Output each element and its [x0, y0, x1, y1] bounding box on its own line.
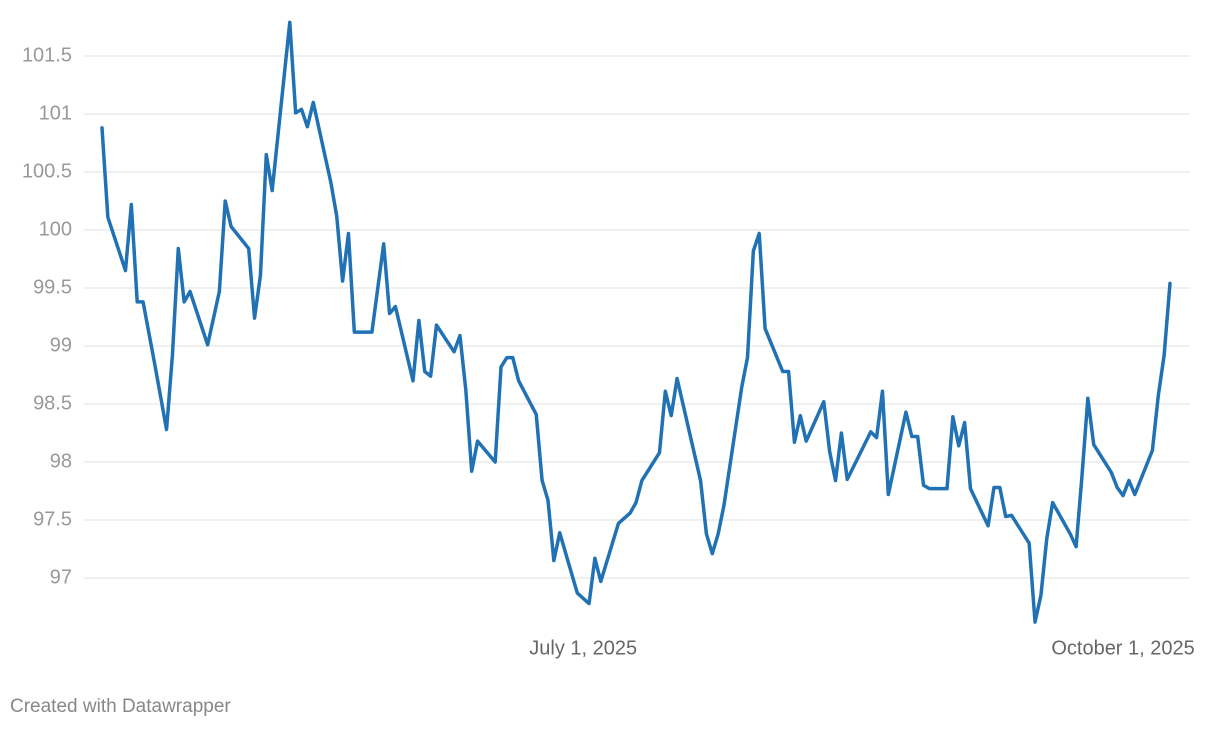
x-tick-label: October 1, 2025: [1051, 637, 1194, 659]
line: [100, 20, 1172, 624]
y-tick-label: 98: [50, 450, 72, 472]
credit: Created with Datawrapper: [10, 696, 231, 717]
y-tick-label: 101: [39, 102, 72, 124]
y-tick-label: 100.5: [22, 160, 72, 182]
y-tick-label: 97: [50, 566, 72, 588]
y-tick-label: 100: [39, 218, 72, 240]
y-tick-label: 97.5: [33, 508, 72, 530]
y-tick-label: 99.5: [33, 276, 72, 298]
x-tick-label: July 1, 2025: [529, 637, 637, 659]
y-tick-label: 99: [50, 334, 72, 356]
y-tick-label: 101.5: [22, 44, 72, 66]
y-tick-label: 98.5: [33, 392, 72, 414]
